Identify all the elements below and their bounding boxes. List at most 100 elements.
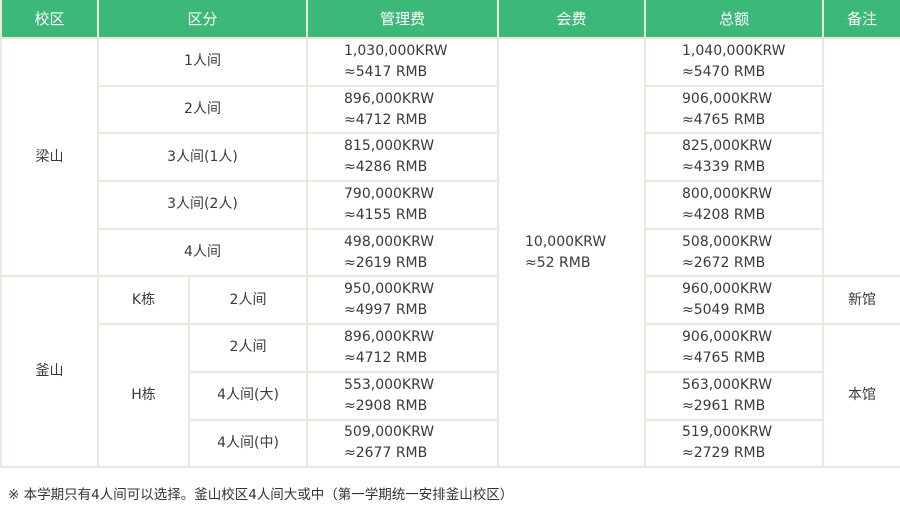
remark-cell xyxy=(822,36,900,278)
krw-amount: 553,000KRW xyxy=(344,376,435,393)
management-fee-cell: 553,000KRW ≈2908 RMB xyxy=(306,370,500,421)
table-row: 4人间(大) 553,000KRW ≈2908 RMB 563,000KRW ≈2961… xyxy=(1,370,900,421)
rmb-amount: ≈2961 RMB xyxy=(682,397,766,414)
rmb-amount: ≈5470 RMB xyxy=(682,63,766,80)
table-row: 2人间 896,000KRW ≈4712 RMB 906,000KRW ≈4765 RM… xyxy=(1,84,900,135)
krw-amount: 498,000KRW xyxy=(344,233,435,250)
management-fee-cell: 790,000KRW ≈4155 RMB xyxy=(306,180,500,230)
rmb-amount: ≈4712 RMB xyxy=(344,349,428,366)
campus-cell: 釜山 xyxy=(0,275,99,469)
management-fee-cell: 498,000KRW ≈2619 RMB xyxy=(306,227,500,278)
rmb-amount: ≈4765 RMB xyxy=(682,349,766,366)
building-cell: H栋 xyxy=(97,323,190,469)
total-cell: 563,000KRW ≈2961 RMB xyxy=(644,370,825,421)
total-cell: 906,000KRW ≈4765 RMB xyxy=(644,84,825,135)
management-fee-cell: 950,000KRW ≈4997 RMB xyxy=(306,275,500,326)
rmb-amount: ≈2619 RMB xyxy=(344,254,428,271)
room-type-cell: 3人间(2人) xyxy=(96,180,309,230)
rmb-amount: ≈5417 RMB xyxy=(344,63,428,80)
room-type: 4人间(大) xyxy=(217,387,279,404)
krw-amount: 509,000KRW xyxy=(344,424,435,441)
header-category: 区分 xyxy=(96,0,309,39)
total-cell: 960,000KRW ≈5049 RMB xyxy=(644,275,825,326)
room-type: 3人间(1人) xyxy=(167,148,238,165)
table-row: H栋 2人间 896,000KRW ≈4712 RMB 906,000KRW ≈4765 … xyxy=(1,323,900,469)
krw-amount: 960,000KRW xyxy=(682,281,773,298)
management-fee-cell: 896,000KRW ≈4712 RMB xyxy=(306,323,500,373)
table-row: 釜山 K栋 2人间 950,000KRW ≈4997 RMB 960,000KRW ≈504… xyxy=(0,275,900,469)
total-cell: 800,000KRW ≈4208 RMB xyxy=(644,180,825,230)
total-cell: 1,040,000KRW ≈5470 RMB xyxy=(644,37,825,87)
rmb-amount: ≈2729 RMB xyxy=(682,445,766,462)
rmb-amount: ≈2672 RMB xyxy=(682,254,766,271)
rmb-amount: ≈4339 RMB xyxy=(682,159,766,176)
table-row: 4人间 498,000KRW ≈2619 RMB 508,000KRW ≈2672 RM… xyxy=(1,227,900,278)
header-campus: 校区 xyxy=(0,0,99,39)
footnote: ※ 本学期只有4人间可以选择。釜山校区4人间大或中（第一学期统一安排釜山校区） xyxy=(8,487,514,504)
membership-fee-cell: 10,000KRW ≈52 RMB xyxy=(497,36,647,469)
rmb-amount: ≈4997 RMB xyxy=(344,302,428,319)
rmb-amount: ≈4765 RMB xyxy=(682,111,766,128)
management-fee-cell: 1,030,000KRW ≈5417 RMB xyxy=(306,37,500,87)
header-remark: 备注 xyxy=(822,0,900,39)
table-header: 校区 区分 管理费 会费 总额 备注 xyxy=(0,0,900,39)
rmb-amount: ≈2677 RMB xyxy=(344,445,428,462)
krw-amount: 563,000KRW xyxy=(682,376,773,393)
krw-amount: 906,000KRW xyxy=(682,90,773,107)
management-fee-cell: 509,000KRW ≈2677 RMB xyxy=(306,418,500,469)
campus-name: 釜山 xyxy=(35,363,64,380)
room-type-cell: 4人间 xyxy=(96,227,309,278)
room-type: 3人间(2人) xyxy=(167,196,238,213)
krw-amount: 508,000KRW xyxy=(682,233,773,250)
krw-amount: 950,000KRW xyxy=(344,281,435,298)
remark-cell: 本馆 xyxy=(822,323,900,469)
total-cell: 519,000KRW ≈2729 RMB xyxy=(644,418,825,469)
management-fee-cell: 896,000KRW ≈4712 RMB xyxy=(306,84,500,135)
building-cell: K栋 xyxy=(97,275,190,326)
room-type: 2人间 xyxy=(229,339,267,356)
krw-amount: 906,000KRW xyxy=(682,328,773,345)
fee-krw: 10,000KRW xyxy=(525,233,607,250)
table-row: 3人间(2人) 790,000KRW ≈4155 RMB 800,000KRW ≈420… xyxy=(1,180,900,230)
room-type: 4人间 xyxy=(184,244,221,261)
room-type: 2人间 xyxy=(229,291,267,308)
table-row: 4人间(中) 509,000KRW ≈2677 RMB 519,000KRW ≈2729… xyxy=(1,418,900,469)
room-type-cell: 2人间 xyxy=(187,323,309,373)
krw-amount: 815,000KRW xyxy=(344,138,435,155)
remark: 新馆 xyxy=(848,291,877,308)
fee-rmb: ≈52 RMB xyxy=(525,254,591,271)
krw-amount: 896,000KRW xyxy=(344,90,435,107)
campus-name: 梁山 xyxy=(35,148,64,165)
building-name: K栋 xyxy=(131,291,156,308)
remark-cell: 新馆 xyxy=(822,275,900,326)
room-type-cell: 2人间 xyxy=(96,84,309,135)
krw-amount: 1,030,000KRW xyxy=(344,42,448,59)
campus-cell: 梁山 xyxy=(0,36,99,278)
krw-amount: 800,000KRW xyxy=(682,185,773,202)
krw-amount: 1,040,000KRW xyxy=(682,42,786,59)
building-name: H栋 xyxy=(131,387,156,404)
room-type: 2人间 xyxy=(184,101,221,118)
room-type-cell: 4人间(大) xyxy=(187,370,309,421)
rmb-amount: ≈4286 RMB xyxy=(344,159,428,176)
room-type: 1人间 xyxy=(184,53,221,70)
table-row: 3人间(1人) 815,000KRW ≈4286 RMB 825,000KRW ≈433… xyxy=(1,132,900,183)
header-total: 总额 xyxy=(644,0,825,39)
krw-amount: 790,000KRW xyxy=(344,185,435,202)
header-management-fee: 管理费 xyxy=(306,0,500,39)
rmb-amount: ≈2908 RMB xyxy=(344,397,428,414)
room-type: 4人间(中) xyxy=(217,434,279,451)
total-cell: 508,000KRW ≈2672 RMB xyxy=(644,227,825,278)
dormitory-fee-table: 校区 区分 管理费 会费 总额 备注 梁山 1人间 1,030,000KRW ≈541… xyxy=(0,0,900,469)
rmb-amount: ≈4155 RMB xyxy=(344,206,428,223)
rmb-amount: ≈5049 RMB xyxy=(682,302,766,319)
room-type-cell: 1人间 xyxy=(96,37,309,87)
rmb-amount: ≈4208 RMB xyxy=(682,206,766,223)
total-cell: 906,000KRW ≈4765 RMB xyxy=(644,323,825,373)
krw-amount: 825,000KRW xyxy=(682,138,773,155)
krw-amount: 519,000KRW xyxy=(682,424,773,441)
room-type-cell: 4人间(中) xyxy=(187,418,309,469)
header-membership-fee: 会费 xyxy=(497,0,647,39)
table-row: 梁山 1人间 1,030,000KRW ≈5417 RMB 10,000KRW ≈52 R… xyxy=(0,36,900,469)
management-fee-cell: 815,000KRW ≈4286 RMB xyxy=(306,132,500,183)
